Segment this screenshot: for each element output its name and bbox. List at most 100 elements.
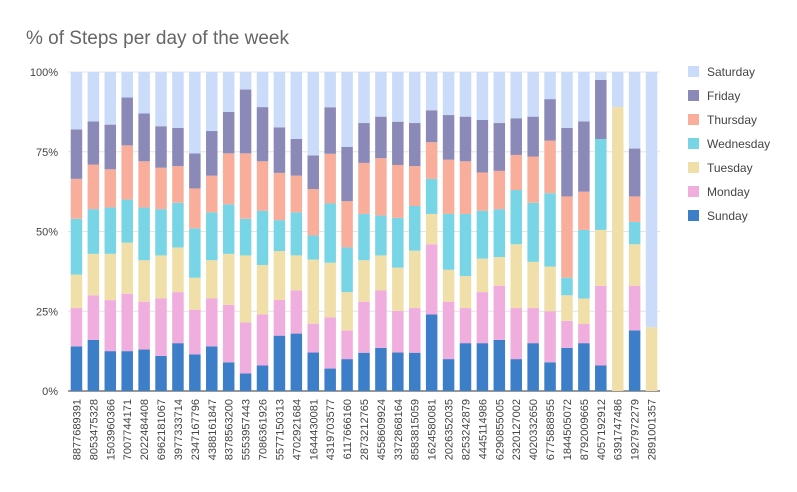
bar-segment bbox=[645, 72, 658, 328]
bar-segment bbox=[476, 119, 489, 173]
y-axis-ticks: 0% 25% 50% 75% 100% bbox=[30, 67, 58, 398]
bar-segment bbox=[628, 330, 641, 391]
bar-segment bbox=[392, 352, 404, 391]
bar-segment bbox=[628, 285, 641, 331]
legend-label: Monday bbox=[707, 185, 750, 199]
bar-segment bbox=[425, 244, 438, 315]
x-tick-label: 2022484408 bbox=[139, 399, 151, 460]
bar-segment bbox=[273, 220, 286, 252]
bar-segment bbox=[561, 347, 573, 391]
bar-segment bbox=[256, 72, 269, 108]
bar-segment bbox=[239, 322, 252, 374]
bar-segment bbox=[87, 121, 100, 165]
bar-segment bbox=[595, 72, 607, 80]
bar-segment bbox=[307, 235, 320, 260]
bar-segment bbox=[155, 255, 167, 299]
bar-segment bbox=[290, 333, 303, 391]
bar-segment bbox=[408, 308, 421, 353]
bar-segment bbox=[493, 72, 506, 124]
bar-segment bbox=[222, 253, 235, 305]
bar-segment bbox=[425, 110, 438, 143]
bar-segment bbox=[239, 373, 252, 391]
x-tick-label: 8053475328 bbox=[88, 399, 100, 460]
legend-swatch bbox=[688, 210, 699, 221]
bar-segment bbox=[138, 113, 150, 162]
bar-segment bbox=[392, 217, 404, 268]
bar-segment bbox=[493, 257, 506, 286]
bar-segment bbox=[341, 247, 353, 293]
bar-segment bbox=[307, 323, 320, 353]
bar-segment bbox=[273, 299, 286, 336]
x-tick-label: 1927972279 bbox=[630, 399, 642, 460]
bar-segment bbox=[527, 72, 539, 117]
bar-segment bbox=[442, 269, 455, 302]
bar-segment bbox=[493, 339, 506, 391]
bar-segment bbox=[375, 72, 387, 117]
bar-segment bbox=[358, 123, 370, 163]
bar-segment bbox=[222, 204, 235, 254]
bar-segment bbox=[476, 292, 489, 344]
bar-segment bbox=[392, 164, 404, 218]
x-tick-label: 1644430081 bbox=[308, 399, 320, 460]
bar-segment bbox=[138, 72, 150, 114]
bar-segment bbox=[493, 209, 506, 258]
bar-segment bbox=[155, 126, 167, 168]
x-tick-label: 6290855005 bbox=[494, 399, 506, 460]
x-tick-label: 7007744171 bbox=[122, 399, 134, 460]
bar-segment bbox=[121, 293, 133, 352]
bar-segment bbox=[442, 359, 455, 391]
bar-segment bbox=[206, 298, 218, 347]
bar-segment bbox=[358, 72, 370, 124]
bar-segment bbox=[307, 352, 320, 391]
bar-segment bbox=[459, 308, 472, 344]
bar-segment bbox=[459, 116, 472, 162]
bar-segment bbox=[459, 276, 472, 309]
bar-segment bbox=[341, 146, 353, 202]
bar-segment bbox=[493, 170, 506, 210]
x-tick-label: 4388161847 bbox=[207, 399, 219, 460]
bar-layer bbox=[70, 72, 658, 391]
x-tick-label: 3372868164 bbox=[393, 399, 405, 460]
bar-segment bbox=[70, 346, 83, 391]
x-tick-label: 4319703577 bbox=[325, 399, 337, 460]
bar-segment bbox=[408, 72, 421, 124]
bar-segment bbox=[273, 72, 286, 128]
bar-segment bbox=[561, 295, 573, 321]
bar-segment bbox=[425, 142, 438, 179]
bar-segment bbox=[510, 244, 522, 309]
bar-segment bbox=[189, 354, 201, 391]
bar-segment bbox=[290, 138, 303, 176]
x-tick-label: 4445114986 bbox=[477, 399, 489, 459]
bar-segment bbox=[307, 259, 320, 324]
bar-segment bbox=[121, 199, 133, 243]
bar-segment bbox=[408, 250, 421, 309]
bar-segment bbox=[544, 311, 556, 363]
legend-label: Tuesday bbox=[707, 161, 753, 175]
bar-segment bbox=[307, 189, 320, 236]
bar-segment bbox=[239, 72, 252, 90]
bar-segment bbox=[375, 255, 387, 291]
bar-segment bbox=[172, 247, 184, 293]
bar-segment bbox=[172, 127, 184, 167]
bar-segment bbox=[172, 292, 184, 344]
bar-segment bbox=[358, 162, 370, 214]
bar-segment bbox=[408, 123, 421, 167]
bar-segment bbox=[121, 351, 133, 391]
bar-segment bbox=[375, 116, 387, 159]
legend-label: Sunday bbox=[707, 209, 748, 223]
bar-segment bbox=[104, 169, 117, 208]
bar-segment bbox=[442, 115, 455, 160]
bar-segment bbox=[87, 253, 100, 296]
bar-segment bbox=[155, 167, 167, 210]
legend-swatch bbox=[688, 66, 699, 77]
x-tick-label: 4558609924 bbox=[376, 399, 388, 460]
bar-segment bbox=[358, 260, 370, 302]
bar-segment bbox=[121, 242, 133, 294]
bar-segment bbox=[256, 314, 269, 366]
bar-segment bbox=[408, 166, 421, 206]
bar-segment bbox=[527, 116, 539, 157]
bar-segment bbox=[510, 72, 522, 119]
bar-segment bbox=[442, 72, 455, 116]
bar-segment bbox=[70, 308, 83, 347]
x-tick-label: 8792009665 bbox=[579, 399, 591, 460]
